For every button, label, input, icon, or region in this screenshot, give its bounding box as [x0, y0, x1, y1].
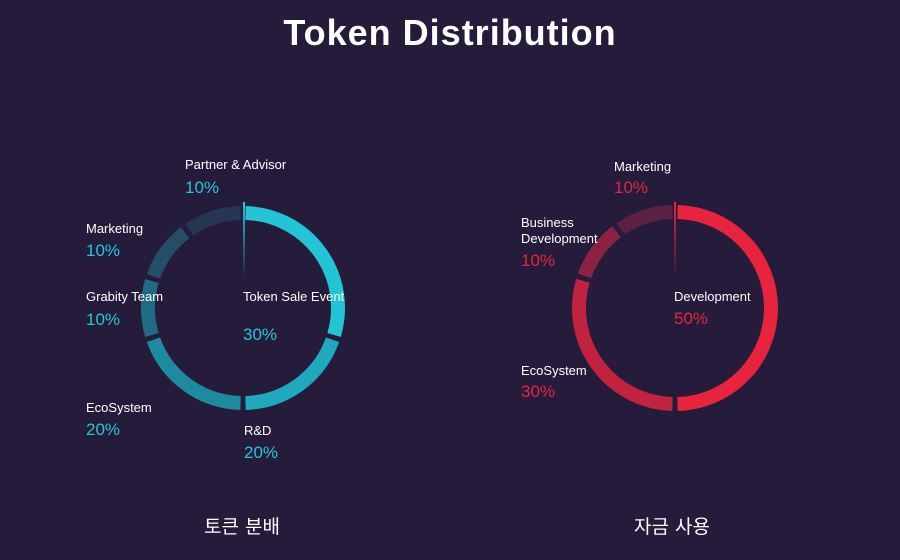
slice-marketing [616, 205, 673, 235]
slice-name: Token Sale Event [243, 289, 345, 304]
slice-token-sale-event [245, 206, 345, 337]
slice-ecosystem [572, 278, 673, 411]
token-distribution-indicator [243, 202, 245, 280]
slice-name: Marketing [86, 221, 143, 236]
slice-label-development: Development 50% [674, 289, 751, 328]
slice-label-marketing: Marketing 10% [614, 159, 671, 197]
slice-grabity-team [141, 279, 159, 337]
use-of-funds-ring [572, 205, 778, 411]
slice-business-development [577, 226, 622, 279]
slice-percent: 20% [86, 420, 120, 439]
slice-percent: 20% [244, 443, 278, 462]
slice-label-ecosystem: EcoSystem 30% [521, 363, 587, 401]
slice-name: Marketing [614, 159, 671, 174]
slice-label-token-sale-event: Token Sale Event 30% [243, 289, 345, 344]
slice-label-rd: R&D 20% [244, 423, 278, 462]
slice-marketing [146, 227, 190, 279]
slice-name: Business Development [521, 215, 598, 246]
slice-name: Development [674, 289, 751, 304]
slice-percent: 10% [86, 241, 120, 260]
slice-name: Grabity Team [86, 289, 163, 304]
slice-label-grabity-team: Grabity Team 10% [86, 289, 163, 329]
use-of-funds-chart: Development 50% EcoSystem 30% Business De… [521, 159, 778, 411]
slice-percent: 50% [674, 309, 708, 328]
slice-development [677, 205, 778, 411]
use-of-funds-indicator [674, 202, 676, 280]
slice-label-ecosystem: EcoSystem 20% [86, 400, 152, 439]
slice-name: R&D [244, 423, 271, 438]
slice-label-partner-advisor: Partner & Advisor 10% [185, 157, 287, 197]
slice-name-line2: Development [521, 231, 598, 246]
page-title: Token Distribution [283, 12, 617, 53]
slice-name: EcoSystem [521, 363, 587, 378]
token-distribution-ring [141, 206, 345, 410]
chart-caption-use-of-funds: 자금 사용 [634, 516, 710, 538]
slice-label-business-development: Business Development 10% [521, 215, 598, 270]
slice-name: Partner & Advisor [185, 157, 287, 172]
slice-percent: 10% [185, 178, 219, 197]
slice-percent: 10% [614, 178, 648, 197]
slice-label-marketing: Marketing 10% [86, 221, 143, 260]
chart-caption-token-distribution: 토큰 분배 [204, 516, 280, 538]
slice-percent: 10% [86, 310, 120, 329]
slice-r-d [245, 337, 340, 410]
slice-name: EcoSystem [86, 400, 152, 415]
slice-name-line1: Business [521, 215, 574, 230]
token-distribution-chart: Token Sale Event 30% R&D 20% EcoSystem 2… [86, 157, 345, 462]
slice-percent: 10% [521, 251, 555, 270]
slice-percent: 30% [521, 382, 555, 401]
slice-ecosystem [146, 337, 241, 410]
slice-percent: 30% [243, 325, 277, 344]
slice-partner-advisor [185, 206, 241, 236]
